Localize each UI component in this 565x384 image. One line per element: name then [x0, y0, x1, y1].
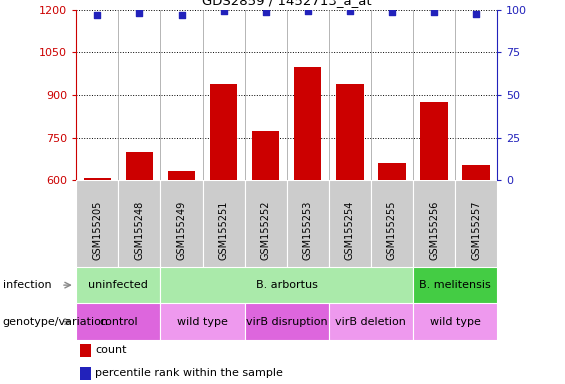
- Bar: [413, 180, 455, 267]
- Bar: [379, 164, 406, 351]
- Text: GSM155249: GSM155249: [176, 201, 186, 260]
- Point: [472, 11, 481, 17]
- Bar: [160, 267, 413, 303]
- Bar: [329, 180, 371, 267]
- Bar: [126, 152, 153, 351]
- Text: count: count: [95, 346, 127, 356]
- Bar: [336, 84, 363, 351]
- Text: control: control: [99, 316, 138, 327]
- Text: wild type: wild type: [429, 316, 481, 327]
- Point: [429, 9, 438, 15]
- Point: [93, 12, 102, 18]
- Text: GSM155205: GSM155205: [92, 200, 102, 260]
- Bar: [210, 84, 237, 351]
- Text: GSM155253: GSM155253: [303, 200, 313, 260]
- Point: [261, 9, 270, 15]
- Text: B. arbortus: B. arbortus: [256, 280, 318, 290]
- Bar: [80, 344, 91, 357]
- Text: virB deletion: virB deletion: [336, 316, 406, 327]
- Bar: [245, 303, 329, 340]
- Text: GSM155255: GSM155255: [387, 200, 397, 260]
- Bar: [202, 180, 245, 267]
- Bar: [84, 178, 111, 351]
- Point: [303, 8, 312, 14]
- Bar: [76, 267, 160, 303]
- Text: B. melitensis: B. melitensis: [419, 280, 491, 290]
- Bar: [455, 180, 497, 267]
- Text: GSM155257: GSM155257: [471, 200, 481, 260]
- Bar: [371, 180, 413, 267]
- Text: uninfected: uninfected: [89, 280, 148, 290]
- Bar: [168, 170, 195, 351]
- Bar: [76, 303, 160, 340]
- Point: [388, 9, 397, 15]
- Point: [135, 10, 144, 16]
- Text: percentile rank within the sample: percentile rank within the sample: [95, 368, 283, 378]
- Bar: [329, 303, 413, 340]
- Bar: [245, 180, 287, 267]
- Text: virB disruption: virB disruption: [246, 316, 328, 327]
- Point: [345, 8, 354, 14]
- Bar: [252, 131, 279, 351]
- Point: [177, 12, 186, 18]
- Point: [219, 8, 228, 14]
- Bar: [119, 180, 160, 267]
- Bar: [294, 66, 321, 351]
- Bar: [160, 303, 245, 340]
- Text: GSM155248: GSM155248: [134, 201, 145, 260]
- Bar: [413, 267, 497, 303]
- Text: GSM155251: GSM155251: [219, 200, 229, 260]
- Bar: [287, 180, 329, 267]
- Bar: [160, 180, 202, 267]
- Text: genotype/variation: genotype/variation: [3, 316, 109, 327]
- Text: GSM155256: GSM155256: [429, 200, 439, 260]
- Bar: [76, 180, 119, 267]
- Text: wild type: wild type: [177, 316, 228, 327]
- Text: GSM155254: GSM155254: [345, 200, 355, 260]
- Text: infection: infection: [3, 280, 51, 290]
- Bar: [80, 367, 91, 379]
- Bar: [420, 102, 447, 351]
- Title: GDS2859 / 1452713_a_at: GDS2859 / 1452713_a_at: [202, 0, 372, 7]
- Bar: [463, 165, 490, 351]
- Bar: [413, 303, 497, 340]
- Text: GSM155252: GSM155252: [260, 200, 271, 260]
